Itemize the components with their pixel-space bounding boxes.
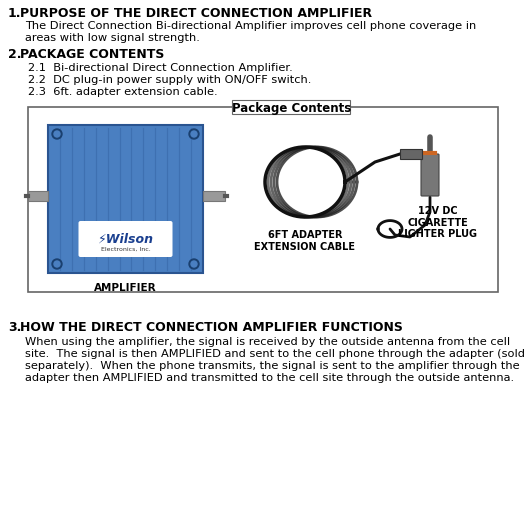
Circle shape (189, 260, 199, 270)
Bar (48, 126, 203, 274)
Text: separately).  When the phone transmits, the signal is sent to the amplifier thro: separately). When the phone transmits, t… (25, 360, 520, 370)
Text: 2.: 2. (8, 48, 21, 61)
Text: PURPOSE OF THE DIRECT CONNECTION AMPLIFIER: PURPOSE OF THE DIRECT CONNECTION AMPLIFI… (20, 7, 372, 20)
Text: areas with low signal strength.: areas with low signal strength. (25, 33, 200, 43)
Bar (232, 101, 350, 115)
Text: PACKAGE CONTENTS: PACKAGE CONTENTS (20, 48, 165, 61)
Text: 2.2  DC plug-in power supply with ON/OFF switch.: 2.2 DC plug-in power supply with ON/OFF … (28, 75, 311, 85)
Text: 6FT ADAPTER
EXTENSION CABLE: 6FT ADAPTER EXTENSION CABLE (255, 230, 355, 251)
Bar (28, 108, 498, 292)
Text: 3.: 3. (8, 320, 21, 333)
FancyBboxPatch shape (421, 155, 439, 196)
Text: site.  The signal is then AMPLIFIED and sent to the cell phone through the adapt: site. The signal is then AMPLIFIED and s… (25, 348, 524, 358)
Text: Package Contents: Package Contents (232, 102, 351, 114)
Text: adapter then AMPLIFIED and transmitted to the cell site through the outside ante: adapter then AMPLIFIED and transmitted t… (25, 372, 514, 382)
Circle shape (54, 262, 60, 268)
Circle shape (191, 262, 197, 268)
Circle shape (52, 260, 62, 270)
Text: AMPLIFIER: AMPLIFIER (94, 282, 157, 292)
Text: ⚡Wilson: ⚡Wilson (97, 232, 154, 245)
Text: Electronics, Inc.: Electronics, Inc. (101, 246, 150, 251)
Circle shape (191, 132, 197, 138)
Circle shape (52, 130, 62, 140)
Circle shape (189, 130, 199, 140)
Text: 2.1  Bi-directional Direct Connection Amplifier.: 2.1 Bi-directional Direct Connection Amp… (28, 63, 293, 73)
Bar (400, 149, 422, 160)
Text: 2.3  6ft. adapter extension cable.: 2.3 6ft. adapter extension cable. (28, 87, 217, 97)
Text: 12V DC
CIGARETTE
LIGHTER PLUG: 12V DC CIGARETTE LIGHTER PLUG (398, 206, 477, 239)
Circle shape (54, 132, 60, 138)
Text: 1.: 1. (8, 7, 21, 20)
Text: When using the amplifier, the signal is received by the outside antenna from the: When using the amplifier, the signal is … (25, 336, 510, 346)
Text: HOW THE DIRECT CONNECTION AMPLIFIER FUNCTIONS: HOW THE DIRECT CONNECTION AMPLIFIER FUNC… (20, 320, 403, 333)
FancyBboxPatch shape (28, 192, 48, 201)
FancyBboxPatch shape (79, 222, 172, 258)
FancyBboxPatch shape (203, 192, 225, 201)
Text: The Direct Connection Bi-directional Amplifier improves cell phone coverage in: The Direct Connection Bi-directional Amp… (25, 21, 476, 31)
